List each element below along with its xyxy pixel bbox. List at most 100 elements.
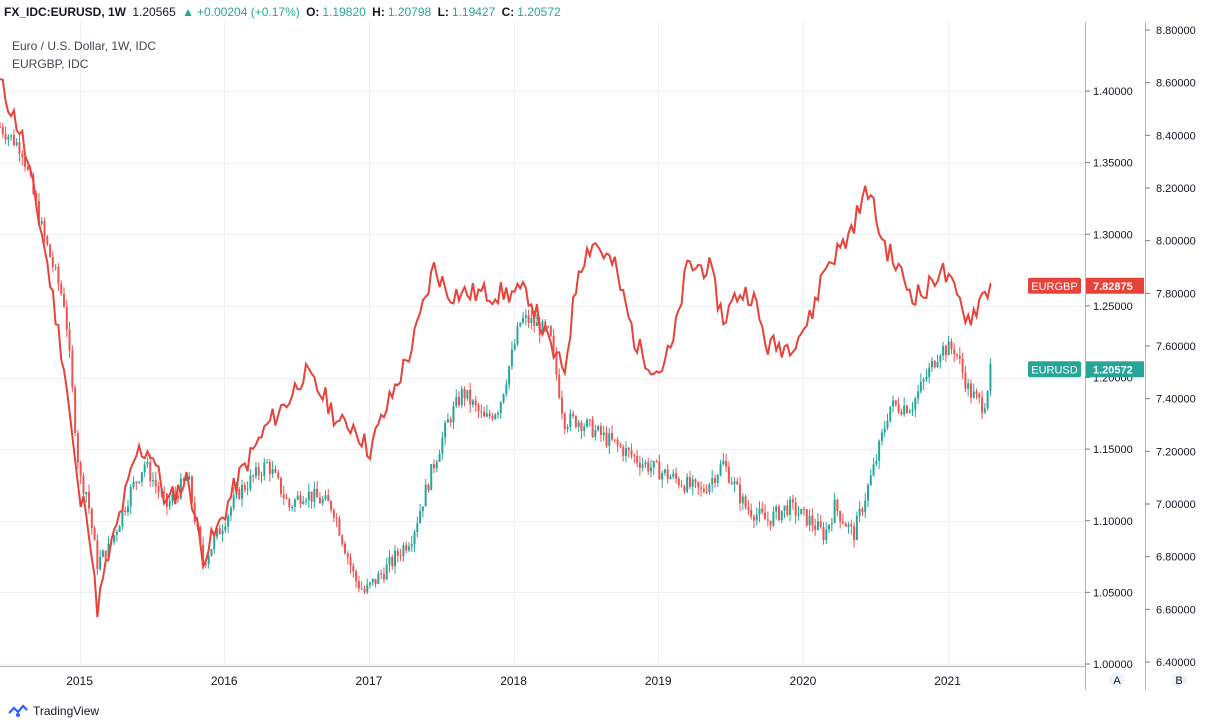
candle-body-142 [394, 550, 397, 567]
candle-body-0 [0, 126, 1, 128]
candle-body-95 [263, 462, 266, 476]
tick-label-b-1: 8.60000 [1156, 78, 1196, 90]
scale-b-button[interactable] [1171, 672, 1187, 688]
candle-body-41 [113, 534, 116, 543]
candle-body-7 [18, 142, 21, 154]
candle-body-294 [816, 521, 819, 530]
candle-body-137 [380, 573, 383, 575]
candle-body-104 [288, 498, 291, 508]
candle-body-257 [713, 477, 716, 483]
high-label: H: [372, 5, 385, 19]
candle-body-291 [808, 515, 811, 526]
candle-body-115 [318, 497, 321, 504]
symbol-title[interactable]: FX_IDC:EURUSD, 1W [4, 5, 127, 19]
price-scale-b[interactable]: 8.80000 8.60000 8.40000 8.20000 8.00000 7.800… [1145, 25, 1196, 669]
candle-body-296 [822, 527, 825, 541]
candle-body-216 [599, 426, 602, 435]
candle-body-15 [40, 221, 43, 224]
tick-label-a-6: 1.10000 [1093, 516, 1133, 528]
candle-body-302 [839, 511, 842, 522]
tradingview-logo-icon [8, 704, 28, 717]
candle-body-175 [485, 413, 488, 417]
candle-body-134 [371, 578, 374, 583]
candle-body-14 [37, 200, 40, 224]
tick-label-a-0: 1.40000 [1093, 86, 1133, 98]
candle-body-25 [68, 329, 71, 351]
candle-body-345 [958, 355, 961, 359]
candle-body-207 [574, 415, 577, 427]
candle-body-126 [349, 557, 352, 566]
candle-body-295 [819, 521, 822, 528]
candle-body-191 [530, 318, 533, 324]
candle-body-26 [71, 350, 74, 388]
legend-main-series[interactable]: Euro / U.S. Dollar, 1W, IDC [12, 39, 157, 53]
candle-body-162 [449, 419, 452, 423]
candle-body-307 [853, 526, 856, 541]
tick-label-b-10: 6.80000 [1156, 552, 1196, 564]
high-value: 1.20798 [387, 5, 432, 19]
scale-a-label: A [1113, 675, 1121, 687]
candle-body-84 [232, 495, 235, 508]
candle-body-250 [694, 479, 697, 482]
tick-label-a-5: 1.15000 [1093, 444, 1133, 456]
close-label: C: [501, 5, 515, 19]
candle-body-324 [900, 411, 903, 415]
eurgbp-line-group[interactable] [0, 78, 992, 618]
candle-body-80 [221, 530, 224, 535]
candle-body-114 [316, 488, 319, 498]
candle-body-308 [855, 515, 858, 541]
price-scale-a[interactable]: 1.400001.350001.300001.250001.200001.150… [1085, 86, 1133, 671]
candle-body-141 [391, 556, 394, 567]
candle-body-267 [741, 496, 744, 504]
candle-body-334 [928, 367, 931, 377]
candle-body-355 [986, 391, 989, 409]
candle-body-171 [474, 400, 477, 406]
time-scale[interactable]: 2015 2016 2017 2018 2019 2020 2021 [66, 674, 961, 688]
candle-body-287 [797, 514, 800, 516]
candle-body-251 [697, 481, 700, 488]
eurusd-candles[interactable] [0, 121, 992, 595]
candle-body-285 [791, 499, 794, 503]
candle-body-277 [769, 520, 772, 526]
candle-body-47 [129, 486, 132, 507]
candle-body-263 [730, 482, 733, 485]
candle-body-315 [875, 461, 878, 465]
symbol-info-bar: FX_IDC:EURUSD, 1W 1.20565 ▲ +0.00204 (+0.… [4, 5, 564, 21]
candle-body-221 [613, 439, 616, 441]
candle-body-255 [708, 484, 711, 493]
chart-legend: Euro / U.S. Dollar, 1W, IDC EURGBP, IDC [12, 37, 156, 73]
plot-border-bottom [0, 666, 1085, 667]
candle-body-157 [435, 461, 438, 469]
candle-body-23 [62, 293, 65, 307]
candle-body-252 [700, 487, 703, 489]
candle-body-279 [775, 506, 778, 512]
candle-body-338 [939, 355, 942, 363]
candle-body-140 [388, 556, 391, 565]
price-change: +0.00204 (+0.17%) [196, 5, 300, 19]
candle-body-288 [800, 508, 803, 515]
candle-body-45 [124, 510, 127, 513]
candle-body-48 [132, 481, 135, 487]
candle-body-97 [268, 462, 271, 475]
candle-body-195 [541, 321, 544, 335]
footer-brand[interactable]: TradingView [8, 704, 99, 718]
candle-body-123 [341, 535, 344, 544]
legend-compare-series[interactable]: EURGBP, IDC [12, 57, 89, 71]
candle-body-228 [633, 455, 636, 457]
candle-body-217 [602, 432, 605, 435]
candle-body-328 [911, 409, 914, 412]
candle-body-51 [140, 472, 143, 482]
x-tick-label-1: 2016 [211, 674, 238, 688]
candle-body-212 [588, 419, 591, 421]
candle-body-131 [363, 588, 366, 593]
scale-a-button[interactable] [1109, 672, 1125, 688]
candle-body-106 [293, 499, 296, 507]
candle-body-275 [764, 512, 767, 520]
candle-body-38 [104, 550, 107, 561]
candle-body-239 [663, 469, 666, 474]
candle-body-344 [956, 354, 959, 356]
candle-body-259 [719, 464, 722, 476]
candle-body-347 [964, 372, 967, 389]
candle-body-274 [761, 508, 764, 513]
